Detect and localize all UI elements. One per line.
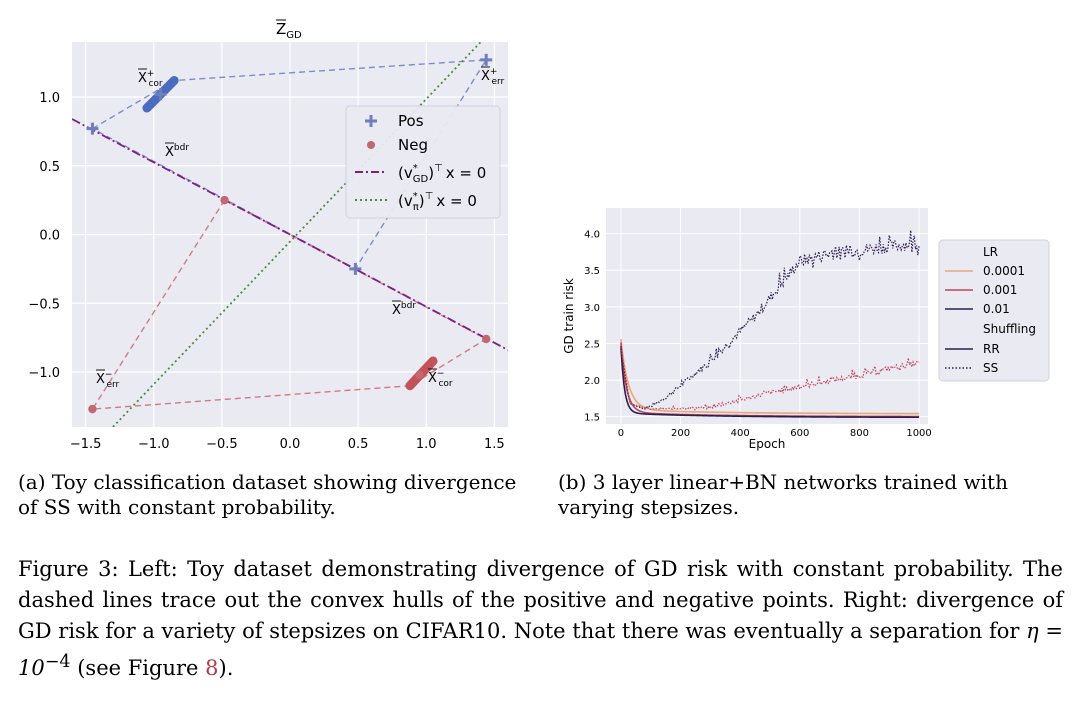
right-ytick-label: 1.5 <box>584 413 600 424</box>
point-clusters <box>142 76 438 391</box>
legend-lr-3-label: 0.01 <box>983 302 1010 316</box>
risk-line <box>620 338 920 415</box>
pos-point <box>349 262 362 275</box>
left-grid <box>72 42 508 427</box>
decision-line-vGD <box>72 118 508 351</box>
left-plot-bg <box>72 42 508 427</box>
right-ytick-label: 2.5 <box>584 339 600 350</box>
left-ytick-label: −1.0 <box>28 366 60 381</box>
legend-pos-label: Pos <box>398 112 424 130</box>
left-xtick-label: 0.0 <box>280 437 301 452</box>
convex-hull <box>92 59 488 270</box>
legend-shuffling-title: Shuffling <box>983 322 1036 336</box>
figure-caption: Figure 3: Left: Toy dataset demonstratin… <box>18 554 1063 684</box>
neg-point <box>220 195 229 205</box>
figure-ref-link[interactable]: 8 <box>205 656 219 680</box>
decision-line-vpi <box>112 42 482 427</box>
legend-pos-marker-icon <box>365 115 377 127</box>
legend-vpi-label: (v* π)⊤ x = 0 <box>398 191 477 213</box>
left-xtick-label: 0.5 <box>348 437 369 452</box>
decision-lines <box>72 42 508 427</box>
left-ytick-label: −0.5 <box>28 297 60 312</box>
left-xtick-label: −1.0 <box>138 437 170 452</box>
legend-vgd-label: (v* GD)⊤ x = 0 <box>398 163 486 185</box>
right-ytick-label: 3.0 <box>584 303 600 314</box>
eta-equation: η = 10 <box>18 619 1063 680</box>
right-xtick-label: 1000 <box>906 428 931 439</box>
left-xtick-label: 1.0 <box>416 437 437 452</box>
right-xtick-label: 400 <box>731 428 750 439</box>
pos-point <box>154 88 167 101</box>
svg-text:X+cor: X+ cor <box>138 69 163 89</box>
caption-a: (a) Toy classification dataset showing d… <box>18 470 517 519</box>
neg-point <box>415 370 424 379</box>
figure-caption-text-3: ). <box>218 656 234 680</box>
right-xlabel: Epoch <box>749 437 786 451</box>
pos-point <box>86 122 99 135</box>
right-grid <box>606 208 928 424</box>
legend-ss-label: SS <box>983 361 998 375</box>
right-xtick-label: 800 <box>850 428 869 439</box>
left-chart-title: ZGD <box>276 20 302 41</box>
annotation-xerr-pos: X+ err <box>481 66 505 87</box>
figure-caption-text-2: (see Figure <box>70 656 206 680</box>
right-tick-labels: 0 200 400 600 800 1000 1.5 2.0 2.5 3.0 3.5 4.0 <box>584 230 932 439</box>
right-xtick-label: 0 <box>618 428 624 439</box>
legend-lr-2-label: 0.001 <box>983 283 1017 297</box>
risk-line <box>620 342 920 418</box>
left-xtick-label: −1.5 <box>70 437 102 452</box>
left-xtick-label: −0.5 <box>206 437 238 452</box>
right-ytick-label: 2.0 <box>584 376 600 387</box>
data-points <box>86 53 493 414</box>
svg-text:X−cor: X− cor <box>428 369 453 389</box>
right-plot-bg <box>606 208 928 424</box>
legend-neg-label: Neg <box>398 136 428 154</box>
risk-line <box>620 346 920 419</box>
pos-point <box>480 53 493 66</box>
left-ytick-label: 0.5 <box>39 160 60 175</box>
svg-text:Xbdr: Xbdr <box>392 301 416 318</box>
left-ytick-label: 1.0 <box>39 91 60 106</box>
left-tick-labels: −1.5 −1.0 −0.5 0.0 0.5 1.0 1.5 −1.0 −0.5 0.0 0.5 1.… <box>28 91 504 452</box>
convex-hull <box>91 199 488 410</box>
left-legend: Pos Neg (v* GD)⊤ x = 0 (v* π)⊤ x = 0 <box>345 105 501 219</box>
cluster-neg <box>405 356 438 391</box>
cluster-pos <box>142 76 179 113</box>
right-ytick-label: 4.0 <box>584 230 600 241</box>
left-xtick-label: 1.5 <box>484 437 505 452</box>
eta-exponent: −4 <box>44 652 71 672</box>
right-xtick-label: 200 <box>671 428 690 439</box>
svg-text:Xbdr: Xbdr <box>165 143 189 160</box>
convex-hulls <box>91 59 488 410</box>
svg-text:X−err: X− err <box>96 370 120 390</box>
legend-lr-title: LR <box>983 245 998 259</box>
annotation-xbdr-2: Xbdr <box>392 300 416 318</box>
svg-text:X+err: X+ err <box>481 67 505 87</box>
right-xtick-label: 600 <box>790 428 809 439</box>
neg-point <box>482 334 491 344</box>
legend-lr-1-label: 0.0001 <box>983 264 1025 278</box>
risk-curves <box>620 230 920 419</box>
risk-line <box>620 347 920 411</box>
annotation-xerr-neg: X− err <box>96 369 120 390</box>
right-ylabel: GD train risk <box>562 278 576 354</box>
risk-line <box>620 230 920 410</box>
right-legend: LR 0.0001 0.001 0.01 Shuffling RR SS <box>938 239 1050 382</box>
left-ytick-label: 0.0 <box>39 229 60 244</box>
figure-caption-text: Figure 3: Left: Toy dataset demonstratin… <box>18 557 1063 643</box>
legend-neg-marker-icon <box>367 141 375 149</box>
right-ytick-label: 3.5 <box>584 266 600 277</box>
annotation-xcor-pos: X+ cor <box>138 68 163 89</box>
annotation-xcor-neg: X− cor <box>428 368 453 389</box>
neg-point <box>88 404 97 414</box>
annotation-xbdr-1: Xbdr <box>165 142 189 160</box>
caption-b: (b) 3 layer linear+BN networks trained w… <box>558 470 1008 519</box>
legend-rr-label: RR <box>983 342 1000 356</box>
